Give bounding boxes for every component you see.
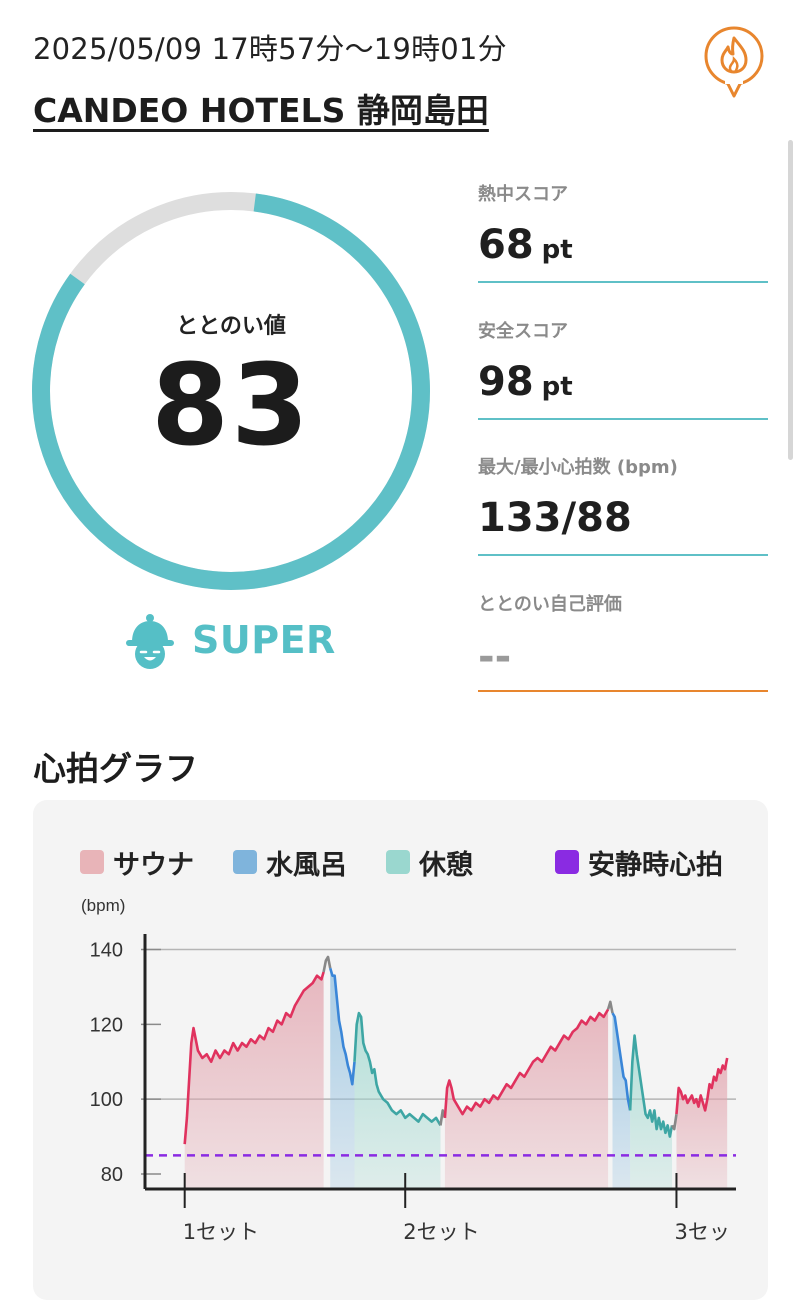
metric-value: 68 pt (478, 222, 573, 268)
gauge-ring (32, 192, 430, 590)
x-tick-label: 3セッ (674, 1220, 729, 1244)
session-time-range: 2025/05/09 17時57分〜19時01分 (33, 32, 507, 66)
y-tick-label: 120 (90, 1014, 123, 1036)
legend-cold-bath: 水風呂 (233, 845, 347, 881)
x-tick-label: 2セット (403, 1220, 479, 1244)
legend-swatch (555, 850, 579, 874)
metric-label: 最大/最小心拍数 (bpm) (478, 457, 678, 478)
area-rest (630, 1035, 673, 1189)
scrollbar[interactable] (788, 140, 793, 460)
heart-graph-title: 心拍グラフ (33, 749, 198, 788)
y-unit-label: (bpm) (81, 896, 125, 915)
area-rest (354, 1013, 441, 1189)
facility-name-link[interactable]: CANDEO HOTELS 静岡島田 (33, 91, 489, 130)
fire-icon[interactable] (700, 24, 768, 102)
self-evaluation-value[interactable]: -- (478, 634, 512, 680)
area-cold (612, 1013, 631, 1189)
metric-heat-score: 熱中スコア 68 pt (478, 180, 768, 285)
heart-graph-card (33, 800, 768, 1300)
metric-divider (478, 281, 768, 283)
series-line-cold (328, 967, 356, 1086)
metric-label: 安全スコア (478, 321, 568, 342)
metric-value: 98 pt (478, 359, 573, 405)
y-tick-label: 100 (90, 1089, 123, 1111)
metric-label: ととのい自己評価 (478, 594, 622, 615)
metric-heart-rate-range: 最大/最小心拍数 (bpm) 133/88 (478, 453, 768, 558)
metric-safety-score: 安全スコア 98 pt (478, 317, 768, 422)
metric-label: 熱中スコア (478, 184, 568, 205)
x-tick-label: 1セット (183, 1220, 259, 1244)
series-line-cold (611, 1012, 632, 1111)
area-sauna (444, 1009, 609, 1189)
legend-rest: 休憩 (386, 845, 473, 881)
area-sauna (184, 971, 324, 1189)
heart-rate-chart: (bpm) 80 100 120 140 1セット 2セット 3セッ (81, 896, 736, 1244)
metric-value: 133/88 (478, 495, 632, 541)
series-line-rest (628, 1034, 674, 1138)
totonoi-label: ととのい値 (176, 314, 286, 339)
metric-self-evaluation[interactable]: ととのい自己評価 -- (478, 590, 768, 695)
series-line-transition (606, 1000, 614, 1014)
y-tick-label: 80 (101, 1164, 123, 1186)
area-sauna (676, 1058, 728, 1189)
legend-sauna: サウナ (80, 845, 194, 881)
series-line-sauna (675, 1057, 729, 1115)
series-line-transition (322, 955, 332, 973)
area-cold (330, 968, 355, 1189)
legend-swatch (233, 850, 257, 874)
series-line-transition (670, 1113, 678, 1131)
series-line-sauna (443, 1008, 610, 1118)
legend-resting-hr: 安静時心拍 (555, 845, 723, 881)
rank-character-icon (124, 612, 176, 670)
metric-divider (478, 690, 768, 692)
legend-swatch (80, 850, 104, 874)
totonoi-value: 83 (151, 341, 311, 471)
metric-divider (478, 418, 768, 420)
legend-swatch (386, 850, 410, 874)
series-line-rest (353, 1011, 442, 1127)
totonoi-gauge: ととのい値 83 (30, 190, 432, 592)
rank-label: SUPER (192, 618, 336, 662)
series-line-sauna (183, 971, 325, 1145)
metric-divider (478, 554, 768, 556)
y-tick-label: 140 (90, 939, 123, 961)
